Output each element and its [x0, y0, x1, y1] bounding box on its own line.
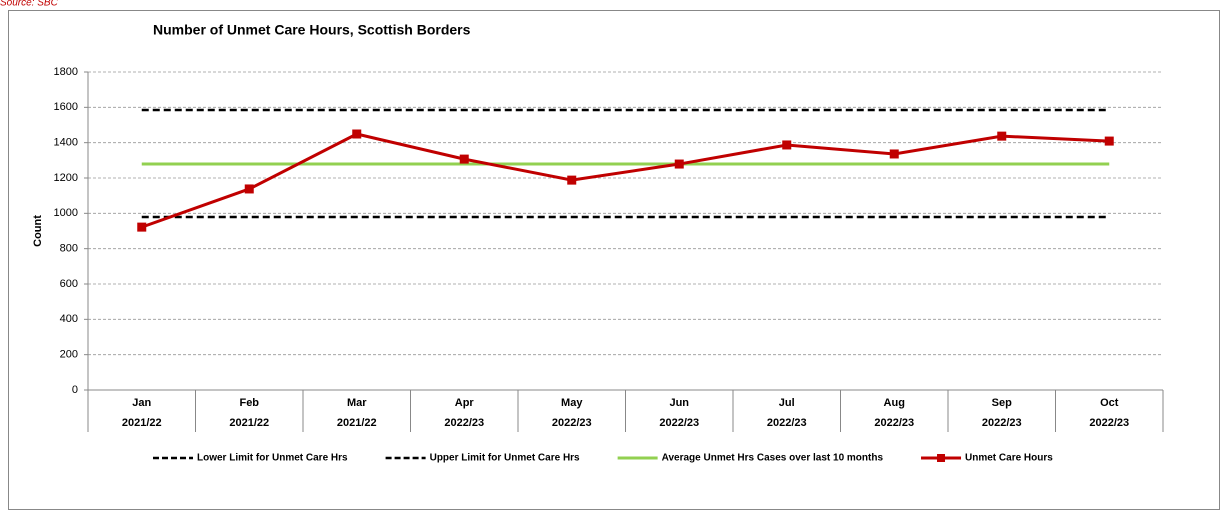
x-tick-label: Jul	[779, 397, 795, 409]
legend-label: Upper Limit for Unmet Care Hrs	[430, 453, 580, 464]
y-tick-label: 600	[60, 278, 78, 290]
chart-title: Number of Unmet Care Hours, Scottish Bor…	[153, 22, 471, 38]
y-tick-label: 0	[72, 384, 78, 396]
y-tick-label: 800	[60, 243, 78, 255]
x-tick-label: Apr	[455, 397, 475, 409]
data-point	[137, 222, 147, 232]
x-group-label: 2021/22	[337, 417, 377, 429]
data-point	[567, 175, 577, 185]
data-point	[244, 184, 254, 194]
y-tick-label: 400	[60, 313, 78, 325]
series-line	[141, 132, 1110, 229]
x-tick-label: Oct	[1100, 397, 1119, 409]
x-tick-label: Aug	[884, 397, 905, 409]
x-group-label: 2022/23	[552, 417, 592, 429]
x-group-label: 2022/23	[659, 417, 699, 429]
x-group-label: 2022/23	[767, 417, 807, 429]
y-tick-label: 1600	[54, 101, 78, 113]
data-point	[459, 154, 469, 164]
x-tick-label: Feb	[239, 397, 259, 409]
data-point	[352, 129, 362, 139]
y-axis-label: Count	[32, 215, 44, 247]
y-tick-label: 1400	[54, 137, 78, 149]
y-tick-label: 1800	[54, 66, 78, 78]
x-group-label: 2022/23	[874, 417, 914, 429]
x-tick-label: Jan	[132, 397, 151, 409]
y-tick-label: 200	[60, 349, 78, 361]
x-tick-label: Jun	[669, 397, 689, 409]
data-point	[1104, 136, 1114, 146]
data-point	[889, 149, 899, 159]
x-tick-label: Mar	[347, 397, 367, 409]
x-group-label: 2021/22	[122, 417, 162, 429]
legend-label: Lower Limit for Unmet Care Hrs	[197, 453, 348, 464]
x-tick-label: May	[561, 397, 583, 409]
legend-label: Unmet Care Hours	[965, 453, 1053, 464]
x-group-label: 2022/23	[982, 417, 1022, 429]
legend-marker	[937, 454, 946, 462]
data-point	[782, 140, 792, 150]
data-point	[674, 159, 684, 169]
chart-frame	[8, 10, 1220, 510]
x-group-label: 2022/23	[444, 417, 484, 429]
y-tick-label: 1000	[54, 207, 78, 219]
x-group-label: 2021/22	[229, 417, 269, 429]
y-tick-label: 1200	[54, 172, 78, 184]
x-tick-label: Sep	[992, 397, 1012, 409]
source-note: Source: SBC	[0, 0, 59, 9]
legend-label: Average Unmet Hrs Cases over last 10 mon…	[662, 453, 884, 464]
data-point	[997, 131, 1007, 141]
x-group-label: 2022/23	[1089, 417, 1129, 429]
